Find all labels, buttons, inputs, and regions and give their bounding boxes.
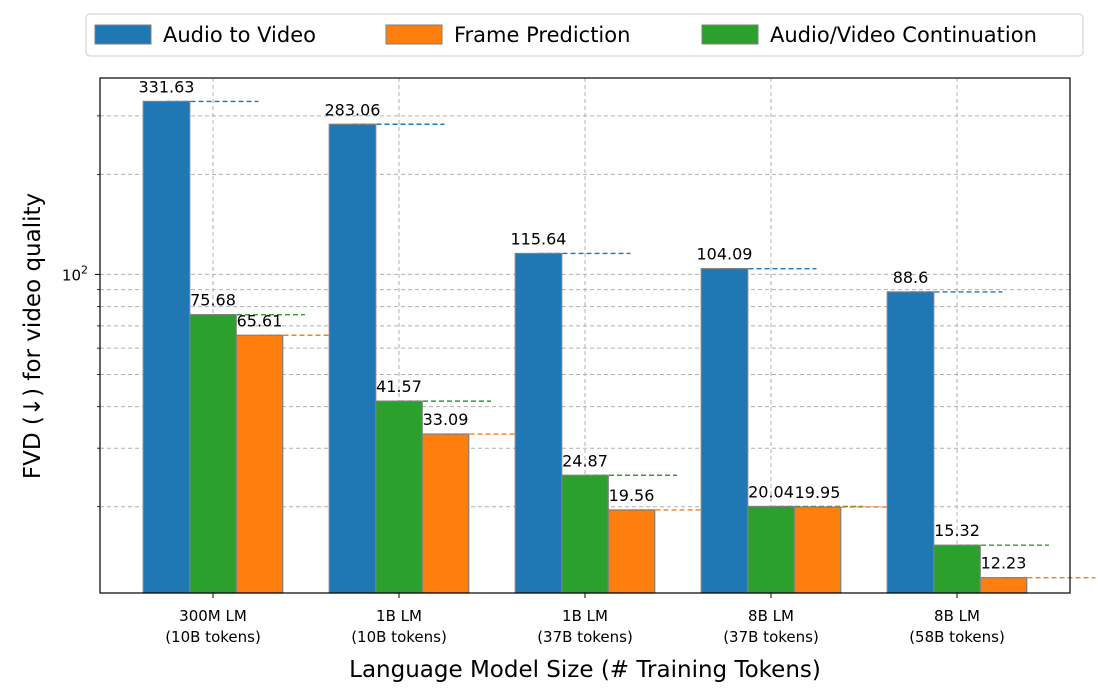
x-tick-label-line: (37B tokens)	[537, 628, 633, 646]
x-tick-label-line: (10B tokens)	[165, 628, 261, 646]
bar-value-label: 88.6	[893, 268, 929, 287]
x-tick-label-line: (37B tokens)	[723, 628, 819, 646]
y-axis-title: FVD (↓) for video quality	[20, 193, 46, 479]
bar	[933, 544, 981, 594]
bar	[607, 509, 656, 594]
bar-value-label: 41.57	[376, 377, 422, 396]
bar-value-label: 33.09	[423, 410, 469, 429]
x-tick-labels: 300M LM (10B tokens)1B LM (10B tokens)1B L…	[165, 593, 1005, 646]
x-axis-title: Language Model Size (# Training Tokens)	[349, 657, 821, 683]
legend-swatch	[701, 24, 759, 45]
x-tick-label-line: 1B LM	[376, 607, 422, 625]
bar-value-label: 65.61	[237, 311, 283, 330]
bar	[189, 314, 237, 594]
x-tick-label-line: 8B LM	[748, 607, 794, 625]
x-tick-label-line: (10B tokens)	[351, 628, 447, 646]
bar-value-label: 115.64	[511, 229, 567, 248]
legend-swatch	[385, 24, 443, 45]
bar-value-label: 331.63	[139, 77, 195, 96]
x-tick-label-line: 300M LM	[179, 607, 247, 625]
x-tick-label: 300M LM (10B tokens)	[165, 607, 261, 646]
bar	[514, 252, 563, 594]
legend-swatch	[94, 24, 152, 45]
x-tick-label-line: 8B LM	[934, 607, 980, 625]
bar-value-label: 15.32	[934, 521, 980, 540]
legend: Audio to Video Frame Prediction Audio/Vide…	[85, 13, 1084, 57]
bar	[793, 506, 842, 594]
legend-label: Audio to Video	[163, 23, 316, 47]
legend-label: Audio/Video Continuation	[770, 23, 1037, 47]
bar	[235, 334, 284, 594]
bar	[421, 433, 470, 594]
bar-value-label: 12.23	[981, 554, 1027, 573]
bar-value-label: 19.95	[795, 483, 841, 502]
bar-value-label: 75.68	[190, 291, 236, 310]
x-tick-label-line: (58B tokens)	[909, 628, 1005, 646]
bar-value-label: 104.09	[697, 245, 753, 264]
x-tick-label: 1B LM (10B tokens)	[351, 607, 447, 646]
y-tick-label: 102	[62, 263, 88, 284]
y-tick-base: 10	[62, 266, 81, 284]
legend-frame	[85, 13, 1084, 57]
bar	[747, 505, 795, 594]
bar	[561, 474, 609, 594]
x-tick-label-line: 1B LM	[562, 607, 608, 625]
bar	[328, 123, 377, 594]
bar-value-label: 24.87	[562, 451, 608, 470]
bar	[886, 291, 935, 594]
x-tick-label: 1B LM (37B tokens)	[537, 607, 633, 646]
y-tick-labels: 102	[62, 115, 100, 508]
legend-label: Frame Prediction	[454, 23, 630, 47]
bars	[142, 100, 1028, 594]
bar-value-labels: 331.63 283.06 115.64 104.09 88.6 75.68 41.57 24…	[139, 77, 1027, 572]
bar	[700, 268, 749, 594]
x-tick-label: 8B LM (37B tokens)	[723, 607, 819, 646]
y-tick-exponent: 2	[81, 263, 88, 276]
bar-value-label: 19.56	[609, 486, 655, 505]
bar-value-label: 20.04	[748, 482, 794, 501]
bar	[375, 400, 423, 594]
bar-value-label: 283.06	[325, 100, 381, 119]
bar	[979, 577, 1028, 594]
bar	[142, 100, 191, 594]
x-tick-label: 8B LM (58B tokens)	[909, 607, 1005, 646]
